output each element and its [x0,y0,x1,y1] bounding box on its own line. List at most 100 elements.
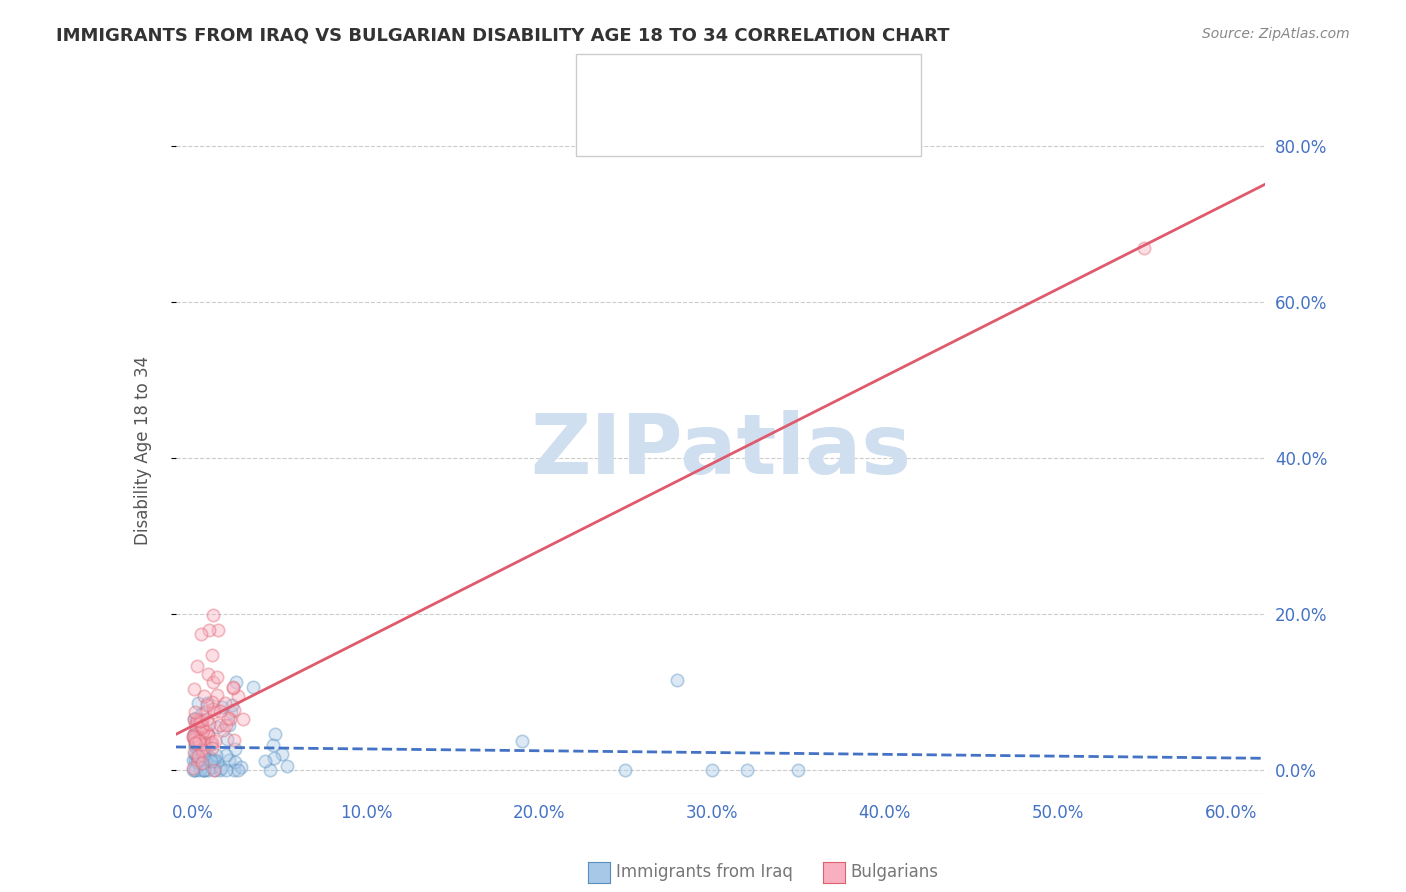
Point [190,719,212,733]
Point [201,648,224,663]
Point [200,755,222,769]
Point [186,714,208,729]
Point [186,658,208,673]
Point [187,732,209,747]
Point [222,764,245,778]
Point [183,761,205,775]
Point [184,747,207,761]
Point [187,731,209,746]
Point [209,761,232,775]
Point [186,713,208,727]
Point [218,718,240,732]
Point [190,627,212,641]
Point [191,756,214,770]
Point [184,736,207,750]
Point [191,748,214,763]
Point [208,704,231,718]
Text: R =  0.893   N = 71: R = 0.893 N = 71 [633,107,808,125]
Text: IMMIGRANTS FROM IRAQ VS BULGARIAN DISABILITY AGE 18 TO 34 CORRELATION CHART: IMMIGRANTS FROM IRAQ VS BULGARIAN DISABI… [56,27,949,45]
Point [207,720,229,734]
Point [191,706,214,720]
Point [190,764,212,778]
Point [194,738,217,752]
Point [197,764,219,778]
Point [187,718,209,732]
Point [187,749,209,764]
Point [193,690,215,704]
Point [201,760,224,774]
Point [614,764,637,778]
Point [242,681,264,695]
Point [218,753,240,767]
Point [221,680,243,694]
Point [201,695,224,709]
Point [195,738,218,752]
Point [197,728,219,742]
Text: ZIPatlas: ZIPatlas [530,410,911,491]
Text: Immigrants from Iraq: Immigrants from Iraq [616,863,793,881]
Point [183,764,205,778]
Point [187,752,209,766]
Point [183,681,205,696]
Point [666,673,689,687]
Point [263,750,285,764]
Point [183,717,205,731]
Point [226,764,249,778]
Point [214,696,236,710]
Point [198,749,221,764]
Point [224,755,246,769]
Point [183,728,205,742]
Point [186,747,208,761]
Point [183,732,205,747]
Point [184,728,207,742]
Point [186,727,208,741]
Point [202,674,225,689]
Point [184,739,207,753]
Point [187,715,209,730]
Point [184,764,207,778]
Point [263,727,285,741]
Point [184,764,207,778]
Point [191,724,214,739]
Point [209,764,232,778]
Text: R = -0.140   N = 81: R = -0.140 N = 81 [633,69,810,87]
Point [191,721,214,735]
Point [221,705,243,719]
Point [191,742,214,756]
Point [183,731,205,745]
Point [276,759,298,773]
Point [193,735,215,749]
Point [186,755,208,769]
Point [198,623,221,637]
Point [183,731,205,746]
Point [211,699,233,714]
Point [191,748,214,763]
Point [195,696,218,710]
Point [214,748,236,763]
Point [200,737,222,751]
Point [187,742,209,756]
Text: Source: ZipAtlas.com: Source: ZipAtlas.com [1202,27,1350,41]
Point [193,764,215,778]
Point [229,759,252,773]
Point [194,725,217,739]
Point [187,696,209,710]
Point [197,716,219,731]
Point [215,764,238,778]
Point [205,748,228,763]
Point [184,739,207,753]
Point [201,702,224,716]
Point [204,764,226,778]
Point [190,715,212,730]
Point [183,713,205,727]
Point [510,734,533,748]
Point [215,717,238,731]
Point [259,764,281,778]
Point [225,674,247,689]
Point [193,764,215,778]
Point [193,748,215,763]
Point [787,764,810,778]
Point [202,754,225,768]
Point [202,705,225,719]
Point [193,764,215,778]
